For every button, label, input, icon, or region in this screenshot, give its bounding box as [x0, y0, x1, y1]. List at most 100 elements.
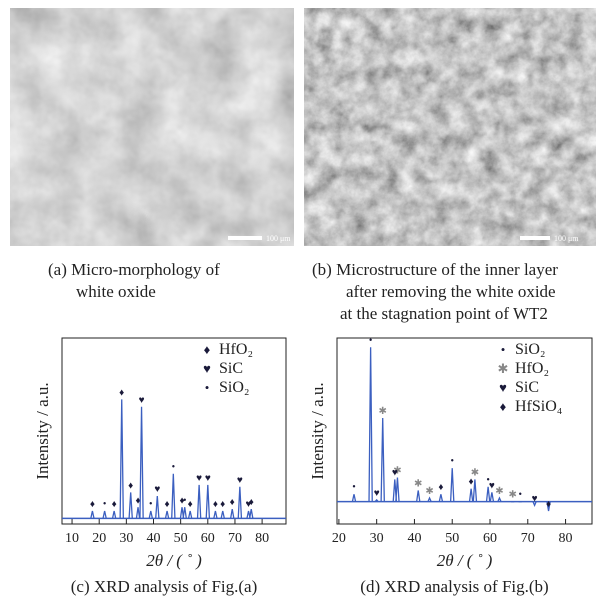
peak	[129, 492, 132, 518]
peak	[103, 511, 106, 518]
legend-label: HfO₂	[515, 360, 549, 377]
peak	[183, 507, 186, 518]
peak	[214, 511, 217, 518]
peak-marker: •	[450, 456, 454, 467]
legend-label: SiC	[515, 379, 539, 396]
peak-marker: ♥	[237, 475, 243, 486]
peak-marker: ♥	[489, 480, 495, 491]
legend-label: SiO₂	[515, 341, 545, 358]
peak	[206, 485, 209, 518]
peak-marker: ♦	[469, 477, 474, 488]
y-axis-label: Intensity / a.u.	[33, 382, 52, 479]
peak-marker: ♦	[188, 499, 193, 510]
x-tick-label: 80	[559, 531, 573, 546]
legend-marker: ♦	[204, 342, 211, 357]
scale-bar	[520, 236, 550, 240]
legend-label: HfSiO₄	[515, 398, 563, 415]
legend-marker: ♥	[499, 380, 507, 395]
x-tick-label: 20	[332, 531, 346, 546]
scale-label: 100 μm	[554, 234, 579, 243]
peak-marker: ♥	[246, 499, 252, 510]
peak	[140, 407, 143, 519]
legend-label: HfO₂	[219, 341, 253, 358]
peak-marker: ♦	[546, 499, 551, 510]
figure: 100 μm 100 μm (a) Micro-morphology of wh…	[0, 0, 610, 604]
caption: white oxide	[76, 282, 156, 301]
caption: (c) XRD analysis of Fig.(a)	[71, 577, 258, 596]
peak-marker: •	[183, 495, 187, 506]
peak	[417, 491, 420, 502]
peak-marker: ♥	[196, 473, 202, 484]
legend-marker: ♥	[203, 361, 211, 376]
peak-marker: ♦	[213, 499, 218, 510]
peak-marker: •	[172, 462, 176, 473]
peak	[136, 507, 139, 518]
peak	[451, 468, 454, 501]
peak-marker: •	[369, 335, 373, 346]
peak-marker: ♥	[205, 473, 211, 484]
peak	[221, 511, 224, 518]
peak-marker: ♦	[119, 387, 124, 398]
peak	[473, 479, 476, 501]
peak-marker: ♦	[128, 480, 133, 491]
peak-marker: ♦	[112, 499, 117, 510]
peak	[231, 509, 234, 518]
x-tick-label: 10	[65, 531, 79, 546]
caption: (d) XRD analysis of Fig.(b)	[360, 577, 548, 596]
peak	[490, 492, 493, 501]
peak-marker: ♥	[154, 484, 160, 495]
peak	[381, 418, 384, 502]
peak	[165, 511, 168, 518]
scale-label: 100 μm	[266, 234, 291, 243]
legend-marker: ♦	[500, 399, 507, 414]
scale-bar	[228, 236, 262, 240]
peak	[113, 511, 116, 518]
peak-marker: ♦	[230, 497, 235, 508]
x-axis-label: 2θ / ( ˚ )	[146, 551, 202, 570]
peak-marker: ✱	[495, 486, 503, 497]
caption: (a) Micro-morphology of	[48, 260, 220, 279]
x-tick-label: 60	[483, 531, 497, 546]
peak	[149, 511, 152, 518]
peak-marker: ✱	[379, 406, 387, 417]
legend-label: SiC	[219, 360, 243, 377]
x-tick-label: 20	[92, 531, 106, 546]
caption: after removing the white oxide	[346, 282, 556, 301]
peak	[189, 511, 192, 518]
x-tick-label: 30	[119, 531, 133, 546]
x-tick-label: 40	[407, 531, 421, 546]
peak-marker: ♦	[220, 499, 225, 510]
legend-marker: •	[205, 380, 210, 395]
x-tick-label: 70	[228, 531, 242, 546]
x-tick-label: 40	[147, 531, 161, 546]
x-axis-label: 2θ / ( ˚ )	[437, 551, 493, 570]
legend-marker: ✱	[498, 361, 509, 376]
peak-marker: ♥	[392, 467, 398, 478]
peak	[120, 399, 123, 518]
peak-marker: ♦	[90, 499, 95, 510]
x-tick-label: 50	[174, 531, 188, 546]
peak-marker: ♦	[438, 482, 443, 493]
peak-marker: ✱	[414, 479, 422, 490]
x-tick-label: 50	[445, 531, 459, 546]
peak-marker: ♥	[139, 395, 145, 406]
peak	[172, 474, 175, 519]
legend-marker: •	[501, 342, 506, 357]
caption: (b) Microstructure of the inner layer	[312, 260, 558, 279]
sem-image	[10, 8, 294, 246]
peak-marker: ✱	[508, 490, 516, 501]
x-tick-label: 30	[370, 531, 384, 546]
peak-marker: •	[149, 499, 153, 510]
peak-marker: •	[518, 490, 522, 501]
peak	[198, 485, 201, 518]
peak-marker: •	[352, 482, 356, 493]
peak	[156, 496, 159, 518]
peak-marker: ♥	[532, 493, 538, 504]
peak-marker: ♥	[374, 488, 380, 499]
peak	[91, 511, 94, 518]
caption: at the stagnation point of WT2	[340, 304, 548, 323]
y-axis-label: Intensity / a.u.	[308, 382, 327, 479]
x-tick-label: 70	[521, 531, 535, 546]
peak	[393, 479, 396, 501]
legend-label: SiO₂	[219, 379, 249, 396]
